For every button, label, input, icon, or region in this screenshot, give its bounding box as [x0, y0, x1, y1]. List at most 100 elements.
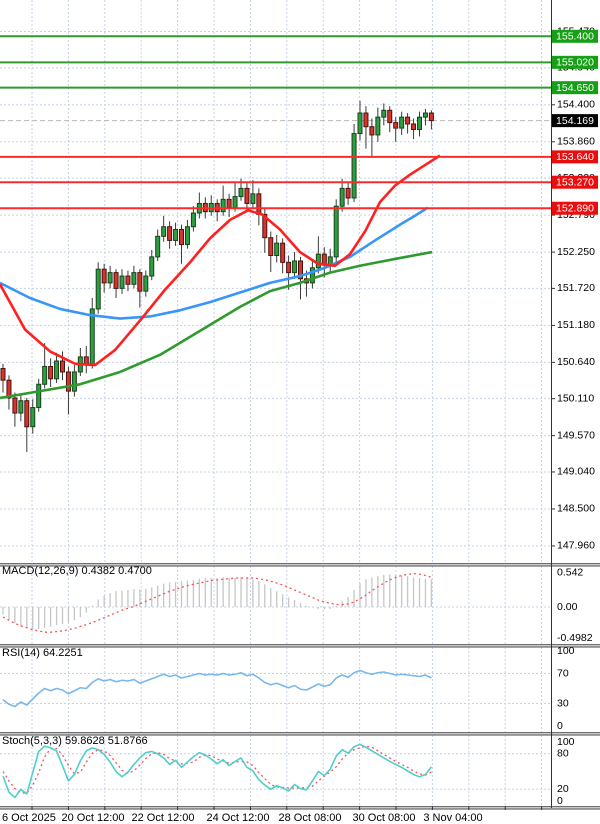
candle [179, 224, 184, 264]
time-axis[interactable] [0, 808, 600, 824]
candle [161, 215, 167, 242]
candle-body [369, 126, 375, 136]
candle-body [161, 226, 167, 237]
candle-body [351, 133, 357, 199]
rsi-scale-label: 30 [557, 697, 569, 709]
price-badge: 153.640 [552, 150, 598, 164]
candle [95, 262, 101, 314]
candle [393, 117, 399, 142]
candle-body [274, 242, 280, 257]
candle [65, 366, 71, 415]
candle [101, 263, 107, 293]
candle-body [89, 308, 95, 366]
rsi-scale-label: 100 [557, 645, 575, 657]
candle-body [0, 368, 6, 381]
candle [149, 250, 155, 281]
candle-body [399, 116, 405, 129]
price-tick-label: 151.720 [557, 282, 595, 294]
date-label: 28 Oct 08:00 [279, 812, 342, 824]
macd-layer [2, 572, 433, 633]
candle [12, 392, 18, 427]
candle [190, 206, 196, 232]
candle-body [381, 109, 387, 118]
candle [167, 221, 173, 249]
candle [54, 352, 60, 383]
candle [0, 363, 6, 393]
candle-body [12, 397, 18, 414]
candle [280, 238, 286, 274]
price-axis[interactable] [551, 0, 600, 806]
candle [143, 270, 149, 297]
candle [18, 393, 24, 422]
price-badge-label: 155.020 [556, 57, 594, 69]
date-label: 22 Oct 12:00 [132, 812, 195, 824]
price-badge: 153.270 [552, 175, 598, 189]
candle [125, 270, 131, 292]
candle [375, 107, 381, 142]
candle-body [238, 187, 244, 198]
price-tick-label: 152.250 [557, 246, 595, 258]
candle [422, 108, 428, 126]
candle-body [179, 228, 184, 246]
candle-body [292, 260, 298, 274]
price-tick-label: 151.180 [557, 319, 595, 331]
candle-body [173, 228, 179, 241]
candle [315, 236, 321, 274]
stoch-pane[interactable] [0, 735, 551, 806]
candle-body [286, 261, 292, 274]
candle-body [18, 400, 24, 414]
price-badge-label: 153.270 [556, 176, 594, 188]
macd-scale-label: -0.4982 [557, 632, 593, 644]
candle-body [107, 272, 113, 284]
candle-body [232, 196, 238, 209]
price-tick-label: 150.640 [557, 356, 595, 368]
date-label: 30 Oct 08:00 [353, 812, 416, 824]
candle [89, 297, 95, 369]
candle [36, 378, 42, 412]
candle [173, 222, 179, 246]
candle [119, 269, 125, 294]
candle-body [345, 187, 351, 199]
candle-body [149, 256, 155, 277]
candle-body [113, 272, 119, 289]
stoch-scale-label: 100 [557, 736, 575, 748]
candle-body [24, 400, 30, 428]
rsi-indicator-label: RSI(14) 64.2251 [2, 647, 83, 659]
candle [381, 103, 387, 126]
candle [292, 252, 298, 279]
macd-pane[interactable] [0, 566, 551, 644]
candle-body [6, 379, 12, 399]
candle-body [48, 365, 54, 380]
candle [369, 118, 375, 157]
price-badge-bg [552, 29, 598, 43]
candle [184, 219, 190, 249]
price-tick-label: 148.500 [557, 503, 595, 515]
price-badges: 155.400 155.020 154.650 154.169 153.640 153.2… [552, 29, 598, 215]
candle-body [71, 371, 77, 392]
rsi-line [2, 669, 432, 708]
candle [250, 180, 256, 209]
grid-layer [0, 0, 551, 806]
candle-body [309, 267, 315, 284]
candle-body [422, 112, 428, 118]
candle-body [375, 116, 381, 136]
candle-body [101, 268, 107, 284]
candle-body [226, 198, 232, 209]
candle [268, 231, 274, 272]
medium-ma-line [0, 206, 429, 320]
candle-body [417, 116, 422, 130]
candle [309, 260, 315, 289]
candle-body [131, 272, 137, 285]
candle [244, 181, 250, 212]
date-label: 6 Oct 2025 [2, 812, 56, 824]
candle-body [143, 275, 149, 292]
rsi-pane[interactable] [0, 647, 551, 732]
candle [131, 265, 137, 289]
price-badge: 154.650 [552, 81, 598, 95]
candle-body [315, 253, 321, 269]
candle [24, 397, 30, 453]
price-badge-bg [552, 175, 598, 189]
fast-ma-line [0, 154, 441, 367]
price-badge-bg [552, 150, 598, 164]
